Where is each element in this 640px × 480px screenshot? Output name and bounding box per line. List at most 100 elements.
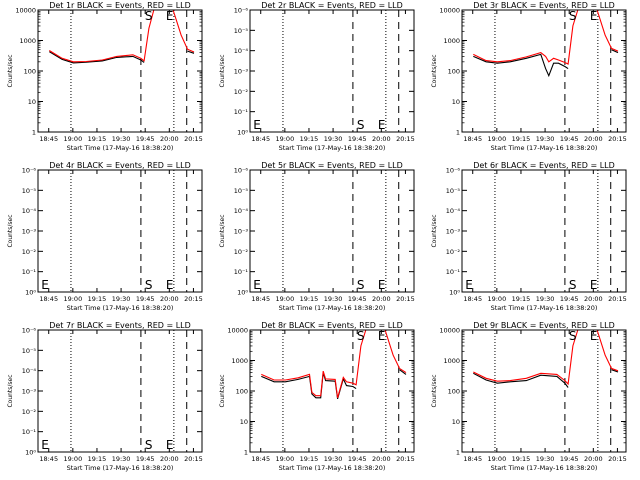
x-tick-label: 19:30 bbox=[324, 135, 343, 143]
x-tick-label: 19:15 bbox=[300, 455, 319, 463]
x-tick-label: 20:15 bbox=[184, 455, 203, 463]
x-tick-label: 19:15 bbox=[512, 295, 531, 303]
plot-frame bbox=[461, 169, 627, 293]
x-tick-label: 20:00 bbox=[160, 295, 179, 303]
plot-frame bbox=[37, 9, 203, 133]
y-tick-label: 1 bbox=[244, 449, 248, 457]
x-tick-label: 20:00 bbox=[584, 295, 603, 303]
y-tick-label: 10 bbox=[452, 418, 460, 426]
x-tick-label: 19:15 bbox=[512, 135, 531, 143]
events-series-line bbox=[399, 369, 407, 375]
y-axis-label: Counts/sec bbox=[219, 374, 226, 407]
y-tick-label: 10⁻¹ bbox=[22, 428, 37, 436]
y-tick-label: 100 bbox=[448, 68, 460, 76]
start-marker-label: S bbox=[145, 9, 153, 23]
x-axis-label: Start Time (17-May-16 18:38:20) bbox=[279, 304, 386, 312]
start-marker-label: S bbox=[145, 438, 153, 452]
x-axis-label: Start Time (17-May-16 18:38:20) bbox=[491, 464, 598, 472]
x-tick-label: 20:15 bbox=[184, 135, 203, 143]
panel-title: Det 4r BLACK = Events, RED = LLD bbox=[49, 161, 191, 170]
x-tick-label: 19:30 bbox=[324, 295, 343, 303]
y-tick-label: 10⁻² bbox=[22, 408, 37, 416]
y-tick-label: 1000 bbox=[19, 37, 36, 45]
x-tick-label: 18:45 bbox=[251, 135, 270, 143]
x-tick-label: 19:45 bbox=[348, 295, 367, 303]
x-tick-label: 20:15 bbox=[396, 295, 415, 303]
x-tick-label: 19:45 bbox=[136, 295, 155, 303]
x-tick-label: 19:30 bbox=[112, 295, 131, 303]
end-marker-label: E bbox=[590, 9, 598, 23]
y-tick-label: 10000 bbox=[15, 7, 36, 15]
panel-det-3: Det 3r BLACK = Events, RED = LLD 1 10 100 10… bbox=[431, 1, 627, 152]
x-tick-label: 20:00 bbox=[372, 455, 391, 463]
x-tick-label: 18:45 bbox=[39, 135, 58, 143]
y-axis-label: Counts/sec bbox=[7, 54, 14, 87]
x-axis-label: Start Time (17-May-16 18:38:20) bbox=[279, 464, 386, 472]
plot-frame bbox=[249, 169, 415, 293]
y-tick-label: 10⁻¹ bbox=[234, 268, 249, 276]
x-tick-label: 20:15 bbox=[184, 295, 203, 303]
y-tick-label: 10⁻⁵ bbox=[234, 187, 249, 195]
y-tick-label: 10⁻² bbox=[22, 248, 37, 256]
y-tick-label: 10 bbox=[452, 98, 460, 106]
x-tick-label: 18:45 bbox=[251, 295, 270, 303]
x-axis-label: Start Time (17-May-16 18:38:20) bbox=[67, 304, 174, 312]
events-series-line bbox=[473, 372, 569, 388]
x-tick-label: 19:15 bbox=[88, 295, 107, 303]
x-axis-label: Start Time (17-May-16 18:38:20) bbox=[67, 464, 174, 472]
y-tick-label: 10⁻¹ bbox=[22, 268, 37, 276]
plot-frame bbox=[461, 9, 627, 133]
y-axis-label: Counts/sec bbox=[219, 54, 226, 87]
y-tick-label: 10⁻⁶ bbox=[446, 167, 461, 175]
y-tick-label: 1000 bbox=[443, 37, 460, 45]
x-tick-label: 19:00 bbox=[63, 295, 82, 303]
x-tick-label: 19:45 bbox=[560, 295, 579, 303]
lld-series-line bbox=[49, 9, 195, 63]
x-tick-label: 20:15 bbox=[608, 135, 627, 143]
x-tick-label: 20:00 bbox=[372, 135, 391, 143]
x-axis-label: Start Time (17-May-16 18:38:20) bbox=[67, 144, 174, 152]
panel-title: Det 3r BLACK = Events, RED = LLD bbox=[473, 1, 615, 10]
y-tick-label: 10⁰ bbox=[237, 129, 248, 137]
y-tick-label: 10⁻⁵ bbox=[446, 187, 461, 195]
x-tick-label: 19:15 bbox=[300, 135, 319, 143]
y-tick-label: 10⁻³ bbox=[22, 228, 37, 236]
x-tick-label: 20:00 bbox=[160, 135, 179, 143]
events-series-line bbox=[473, 53, 569, 78]
y-axis-label: Counts/sec bbox=[431, 214, 438, 247]
events-series-line bbox=[187, 50, 195, 54]
panel-title: Det 5r BLACK = Events, RED = LLD bbox=[261, 161, 403, 170]
end-marker-label: E bbox=[378, 118, 386, 132]
panel-det-2: Det 2r BLACK = Events, RED = LLD 10⁰ 10⁻¹ 1… bbox=[219, 1, 415, 152]
y-tick-label: 1 bbox=[456, 449, 460, 457]
x-tick-label: 20:00 bbox=[584, 455, 603, 463]
y-tick-label: 10⁻¹ bbox=[234, 108, 249, 116]
panel-det-8: Det 8r BLACK = Events, RED = LLD 1 10 100 10… bbox=[219, 321, 415, 472]
x-tick-label: 19:45 bbox=[348, 135, 367, 143]
y-tick-label: 10000 bbox=[227, 327, 248, 335]
x-axis-label: Start Time (17-May-16 18:38:20) bbox=[491, 304, 598, 312]
x-tick-label: 18:45 bbox=[39, 455, 58, 463]
x-tick-label: 19:00 bbox=[275, 455, 294, 463]
y-axis-label: Counts/sec bbox=[431, 54, 438, 87]
y-tick-label: 10⁻⁴ bbox=[234, 47, 249, 55]
end-marker-label: E bbox=[166, 438, 174, 452]
y-tick-label: 10⁻³ bbox=[234, 228, 249, 236]
x-tick-label: 19:30 bbox=[112, 455, 131, 463]
x-tick-label: 19:15 bbox=[300, 295, 319, 303]
y-tick-label: 10⁻⁶ bbox=[22, 327, 37, 335]
y-tick-label: 10⁻⁶ bbox=[234, 167, 249, 175]
panel-det-1: Det 1r BLACK = Events, RED = LLD 1 10 100 10… bbox=[7, 1, 203, 152]
y-tick-label: 10 bbox=[240, 418, 248, 426]
panel-title: Det 8r BLACK = Events, RED = LLD bbox=[261, 321, 403, 330]
y-tick-label: 1 bbox=[32, 129, 36, 137]
y-tick-label: 100 bbox=[448, 388, 460, 396]
start-marker-label: S bbox=[357, 329, 365, 343]
x-tick-label: 19:00 bbox=[275, 295, 294, 303]
y-tick-label: 10⁻³ bbox=[22, 388, 37, 396]
y-tick-label: 10⁻⁵ bbox=[22, 347, 37, 355]
panel-det-7: Det 7r BLACK = Events, RED = LLD 10⁰ 10⁻¹ 1… bbox=[7, 321, 203, 472]
x-tick-label: 19:45 bbox=[136, 135, 155, 143]
x-tick-label: 18:45 bbox=[463, 295, 482, 303]
